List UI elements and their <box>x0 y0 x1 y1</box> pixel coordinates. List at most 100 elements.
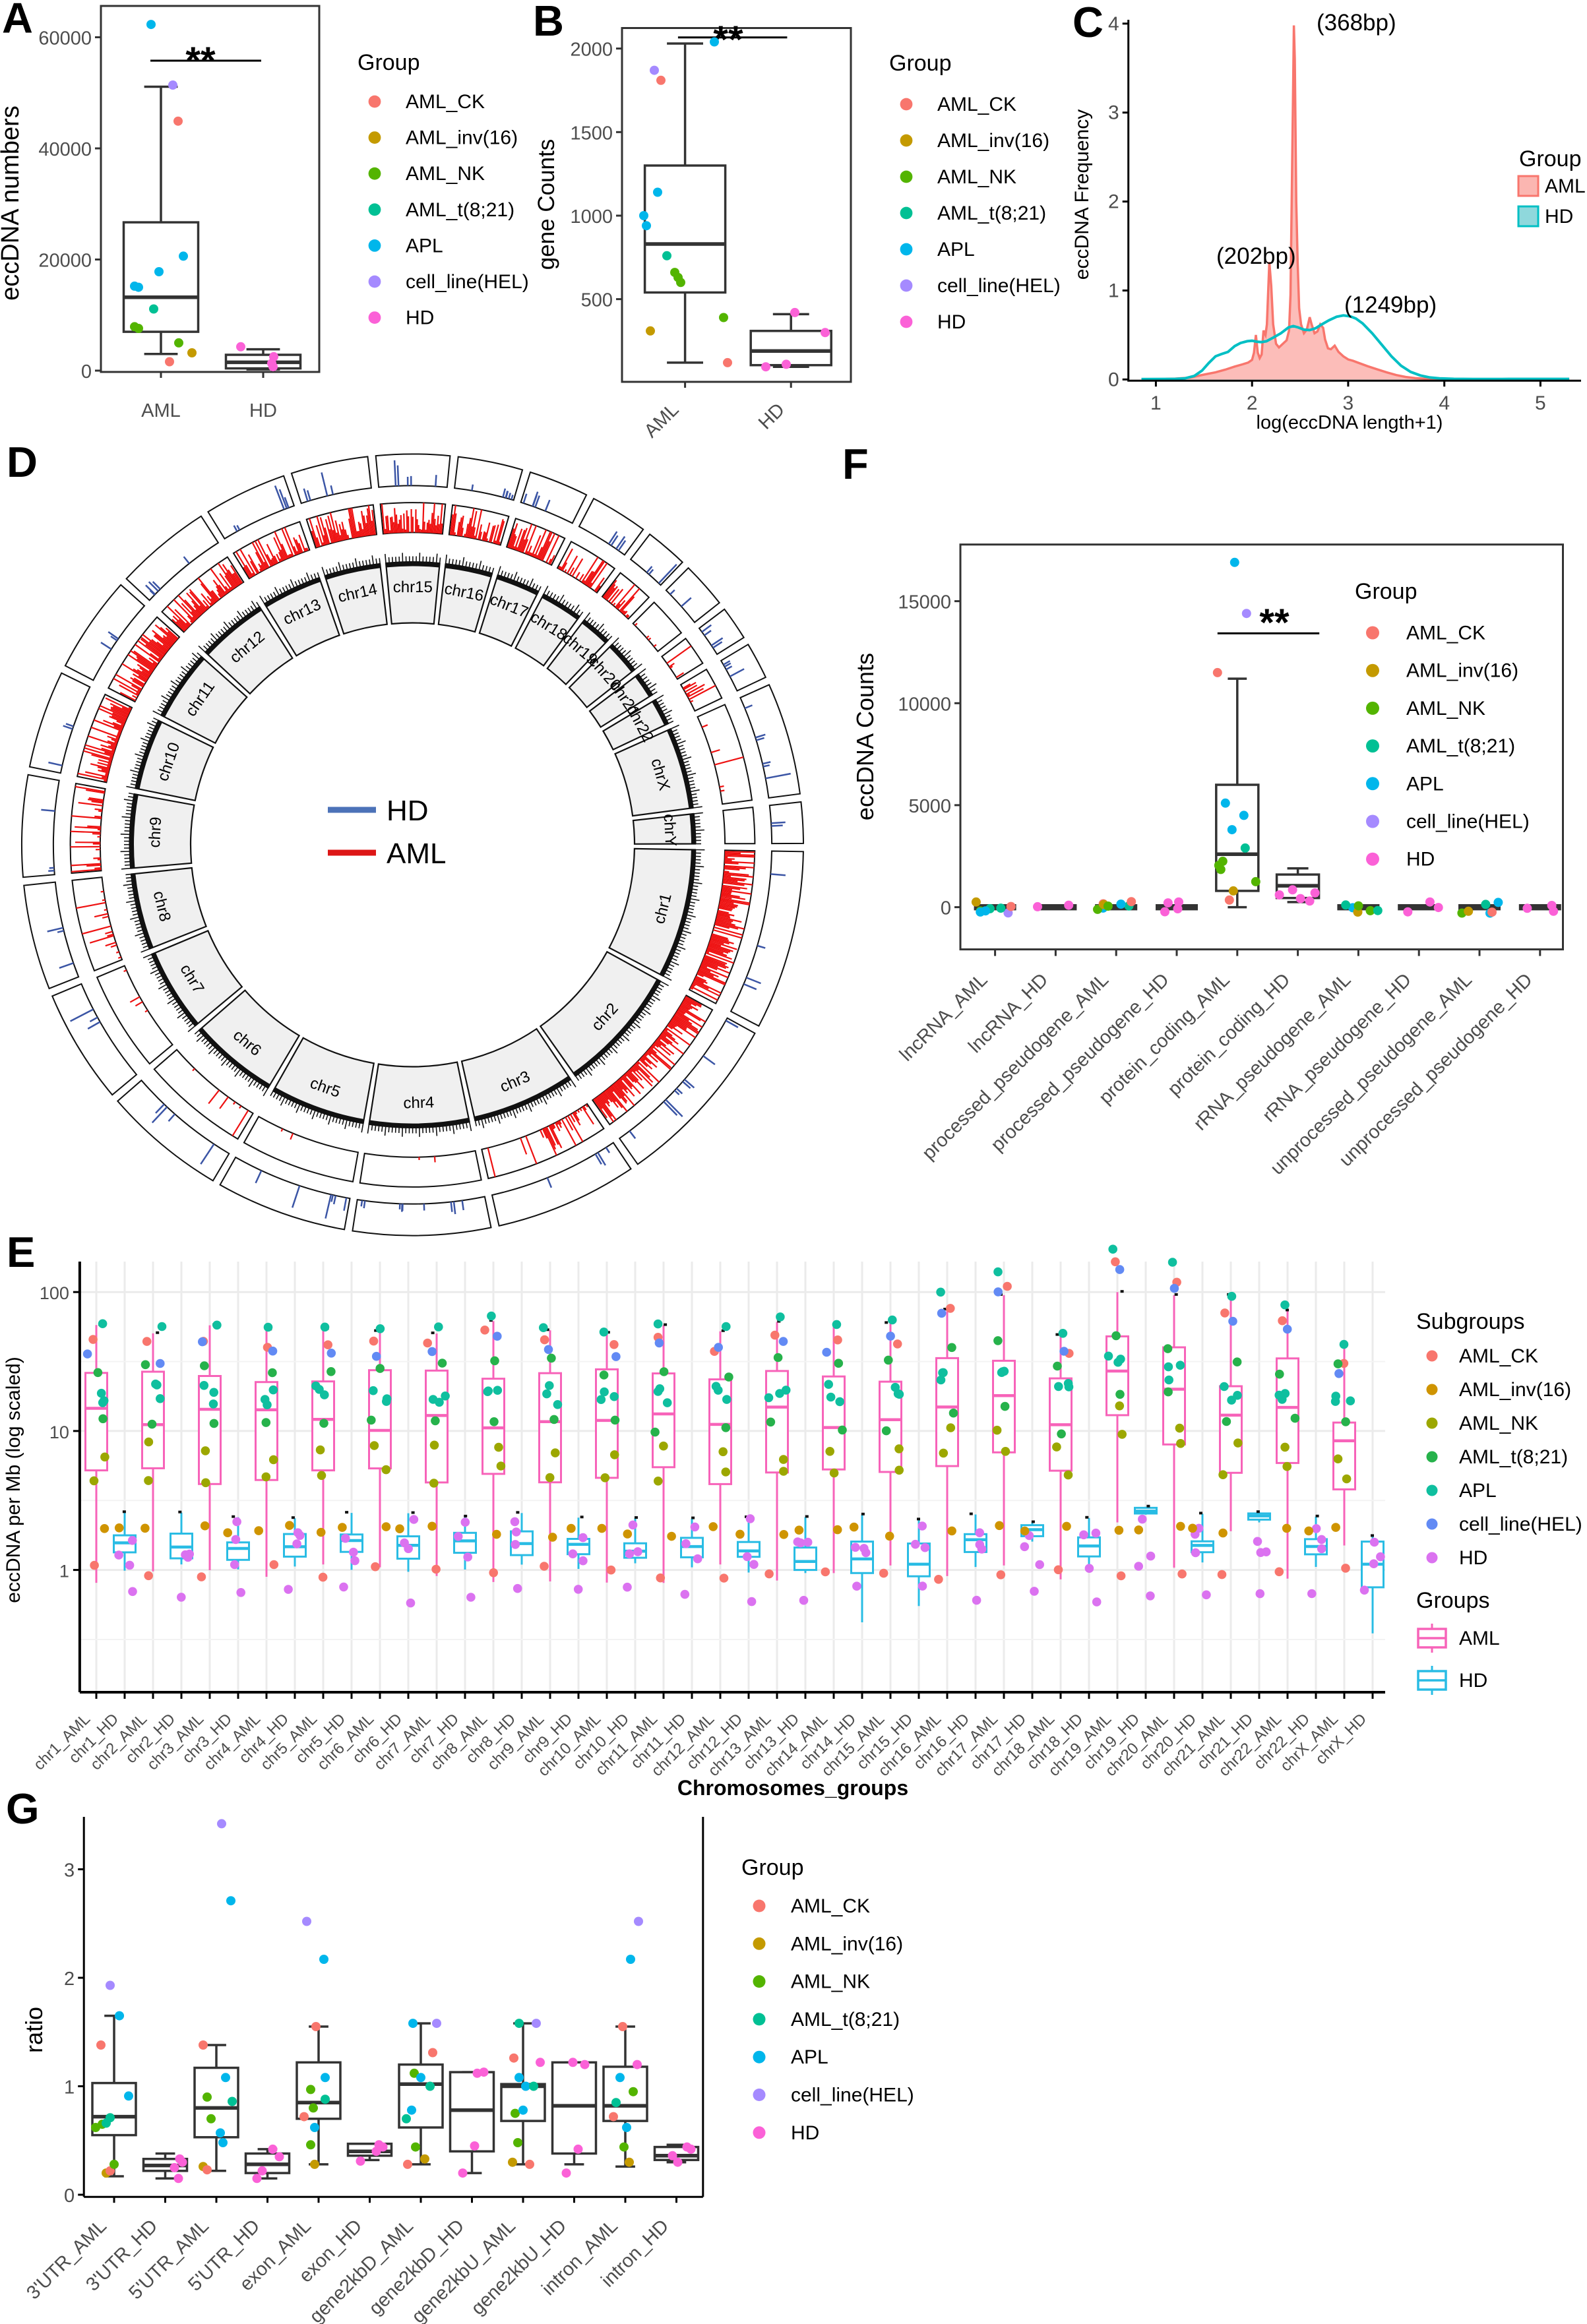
svg-text:500: 500 <box>581 290 613 311</box>
svg-text:**: ** <box>1259 601 1290 644</box>
svg-text:AML_t(8;21): AML_t(8;21) <box>937 202 1046 224</box>
svg-text:0: 0 <box>941 898 951 919</box>
svg-text:APL: APL <box>1459 1480 1497 1502</box>
svg-text:HD: HD <box>937 311 966 333</box>
svg-text:APL: APL <box>937 239 975 260</box>
svg-text:AML_t(8;21): AML_t(8;21) <box>791 2009 900 2031</box>
svg-text:Chromosomes_groups: Chromosomes_groups <box>677 1776 908 1800</box>
svg-text:HD: HD <box>1406 849 1435 871</box>
svg-text:0: 0 <box>1108 369 1119 390</box>
svg-text:3: 3 <box>1343 392 1354 414</box>
svg-text:cell_line(HEL): cell_line(HEL) <box>791 2085 914 2106</box>
svg-text:E: E <box>7 1228 35 1276</box>
svg-text:AML_t(8;21): AML_t(8;21) <box>406 199 514 221</box>
svg-text:3: 3 <box>1108 102 1119 124</box>
svg-text:AML_CK: AML_CK <box>791 1895 870 1917</box>
svg-text:HD: HD <box>1459 1547 1487 1569</box>
svg-text:eccDNA Counts: eccDNA Counts <box>852 653 879 820</box>
svg-text:APL: APL <box>1406 773 1444 795</box>
svg-text:60000: 60000 <box>38 28 92 49</box>
svg-text:AML_NK: AML_NK <box>937 166 1016 188</box>
svg-text:cell_line(HEL): cell_line(HEL) <box>1406 811 1530 833</box>
svg-text:**: ** <box>185 40 216 82</box>
svg-text:Group: Group <box>1519 146 1582 171</box>
svg-text:2000: 2000 <box>570 40 613 61</box>
svg-text:HD: HD <box>249 400 277 421</box>
svg-text:Subgroups: Subgroups <box>1416 1309 1524 1334</box>
svg-text:Groups: Groups <box>1416 1588 1490 1613</box>
svg-text:(202bp): (202bp) <box>1216 243 1296 269</box>
svg-text:AML_NK: AML_NK <box>1406 698 1485 719</box>
svg-text:log(eccDNA length+1): log(eccDNA length+1) <box>1257 412 1443 433</box>
svg-text:APL: APL <box>406 235 443 257</box>
svg-text:AML_NK: AML_NK <box>406 163 485 185</box>
svg-text:2: 2 <box>1247 392 1258 414</box>
svg-text:1: 1 <box>1150 392 1162 414</box>
svg-text:2: 2 <box>1108 191 1119 213</box>
svg-text:3: 3 <box>64 1860 75 1881</box>
svg-text:cell_line(HEL): cell_line(HEL) <box>406 271 529 293</box>
svg-text:AML_NK: AML_NK <box>791 1971 870 1993</box>
svg-text:2: 2 <box>64 1969 75 1990</box>
svg-text:4: 4 <box>1439 392 1450 414</box>
svg-text:Group: Group <box>1355 579 1417 604</box>
svg-text:chrY: chrY <box>660 813 680 847</box>
svg-text:AML_inv(16): AML_inv(16) <box>406 127 518 149</box>
svg-text:1000: 1000 <box>570 206 613 228</box>
svg-text:D: D <box>7 438 38 486</box>
svg-text:(1249bp): (1249bp) <box>1344 292 1437 318</box>
svg-text:1: 1 <box>1108 280 1119 302</box>
svg-text:AML_CK: AML_CK <box>1406 623 1485 644</box>
svg-text:chr4: chr4 <box>403 1093 434 1112</box>
svg-text:AML_CK: AML_CK <box>1459 1345 1538 1367</box>
svg-text:1: 1 <box>64 2077 75 2098</box>
svg-text:AML_CK: AML_CK <box>937 94 1016 115</box>
svg-text:15000: 15000 <box>898 592 951 613</box>
svg-text:1: 1 <box>59 1562 69 1581</box>
svg-text:eccDNA numbers: eccDNA numbers <box>0 106 24 301</box>
svg-text:AML_inv(16): AML_inv(16) <box>1406 660 1518 682</box>
svg-text:AML_t(8;21): AML_t(8;21) <box>1406 735 1515 757</box>
svg-text:F: F <box>842 440 869 488</box>
svg-text:0: 0 <box>81 361 92 382</box>
svg-text:Group: Group <box>741 1855 804 1880</box>
svg-text:10: 10 <box>49 1422 69 1442</box>
svg-text:(368bp): (368bp) <box>1317 10 1396 36</box>
svg-text:1500: 1500 <box>570 123 613 144</box>
svg-text:AML_t(8;21): AML_t(8;21) <box>1459 1446 1568 1468</box>
svg-text:AML_inv(16): AML_inv(16) <box>937 130 1049 152</box>
svg-text:Group: Group <box>358 50 420 75</box>
svg-text:AML: AML <box>1545 175 1586 197</box>
svg-text:eccDNA Frequency: eccDNA Frequency <box>1071 109 1093 280</box>
svg-text:chr15: chr15 <box>393 578 433 596</box>
svg-text:C: C <box>1073 0 1104 46</box>
svg-text:AML: AML <box>1459 1628 1500 1649</box>
svg-text:HD: HD <box>387 795 429 827</box>
svg-text:B: B <box>533 0 564 45</box>
svg-text:AML_inv(16): AML_inv(16) <box>1459 1379 1571 1401</box>
svg-text:cell_line(HEL): cell_line(HEL) <box>937 275 1061 297</box>
svg-text:40000: 40000 <box>38 139 92 160</box>
svg-text:gene Counts: gene Counts <box>534 139 559 270</box>
svg-text:10000: 10000 <box>898 694 951 715</box>
svg-text:AML: AML <box>141 400 181 421</box>
svg-text:20000: 20000 <box>38 251 92 272</box>
svg-text:HD: HD <box>1545 206 1573 228</box>
svg-text:ratio: ratio <box>20 2007 47 2053</box>
svg-text:G: G <box>6 1785 40 1833</box>
svg-text:5: 5 <box>1535 392 1546 414</box>
svg-text:Group: Group <box>889 51 952 76</box>
svg-text:AML_CK: AML_CK <box>406 91 485 113</box>
svg-text:4: 4 <box>1108 13 1119 35</box>
svg-text:HD: HD <box>791 2122 819 2144</box>
svg-text:AML: AML <box>387 838 446 870</box>
svg-text:5000: 5000 <box>908 796 951 817</box>
svg-text:cell_line(HEL): cell_line(HEL) <box>1459 1514 1582 1535</box>
svg-text:100: 100 <box>40 1283 69 1303</box>
svg-text:HD: HD <box>406 307 434 329</box>
svg-text:A: A <box>2 0 33 42</box>
svg-text:HD: HD <box>1459 1670 1487 1692</box>
svg-text:chr9: chr9 <box>146 816 165 848</box>
svg-text:eccDNA per Mb (log scaled): eccDNA per Mb (log scaled) <box>3 1357 24 1603</box>
svg-text:0: 0 <box>64 2186 75 2207</box>
